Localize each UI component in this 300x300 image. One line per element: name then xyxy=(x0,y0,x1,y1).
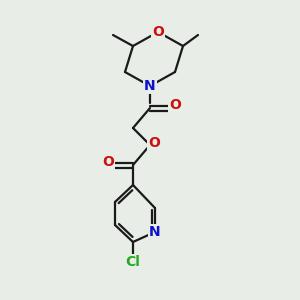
Text: O: O xyxy=(169,98,181,112)
Text: O: O xyxy=(148,136,160,150)
Text: O: O xyxy=(152,25,164,39)
Text: N: N xyxy=(149,225,161,239)
Text: Cl: Cl xyxy=(126,255,140,269)
Text: N: N xyxy=(144,79,156,93)
Text: O: O xyxy=(102,155,114,169)
